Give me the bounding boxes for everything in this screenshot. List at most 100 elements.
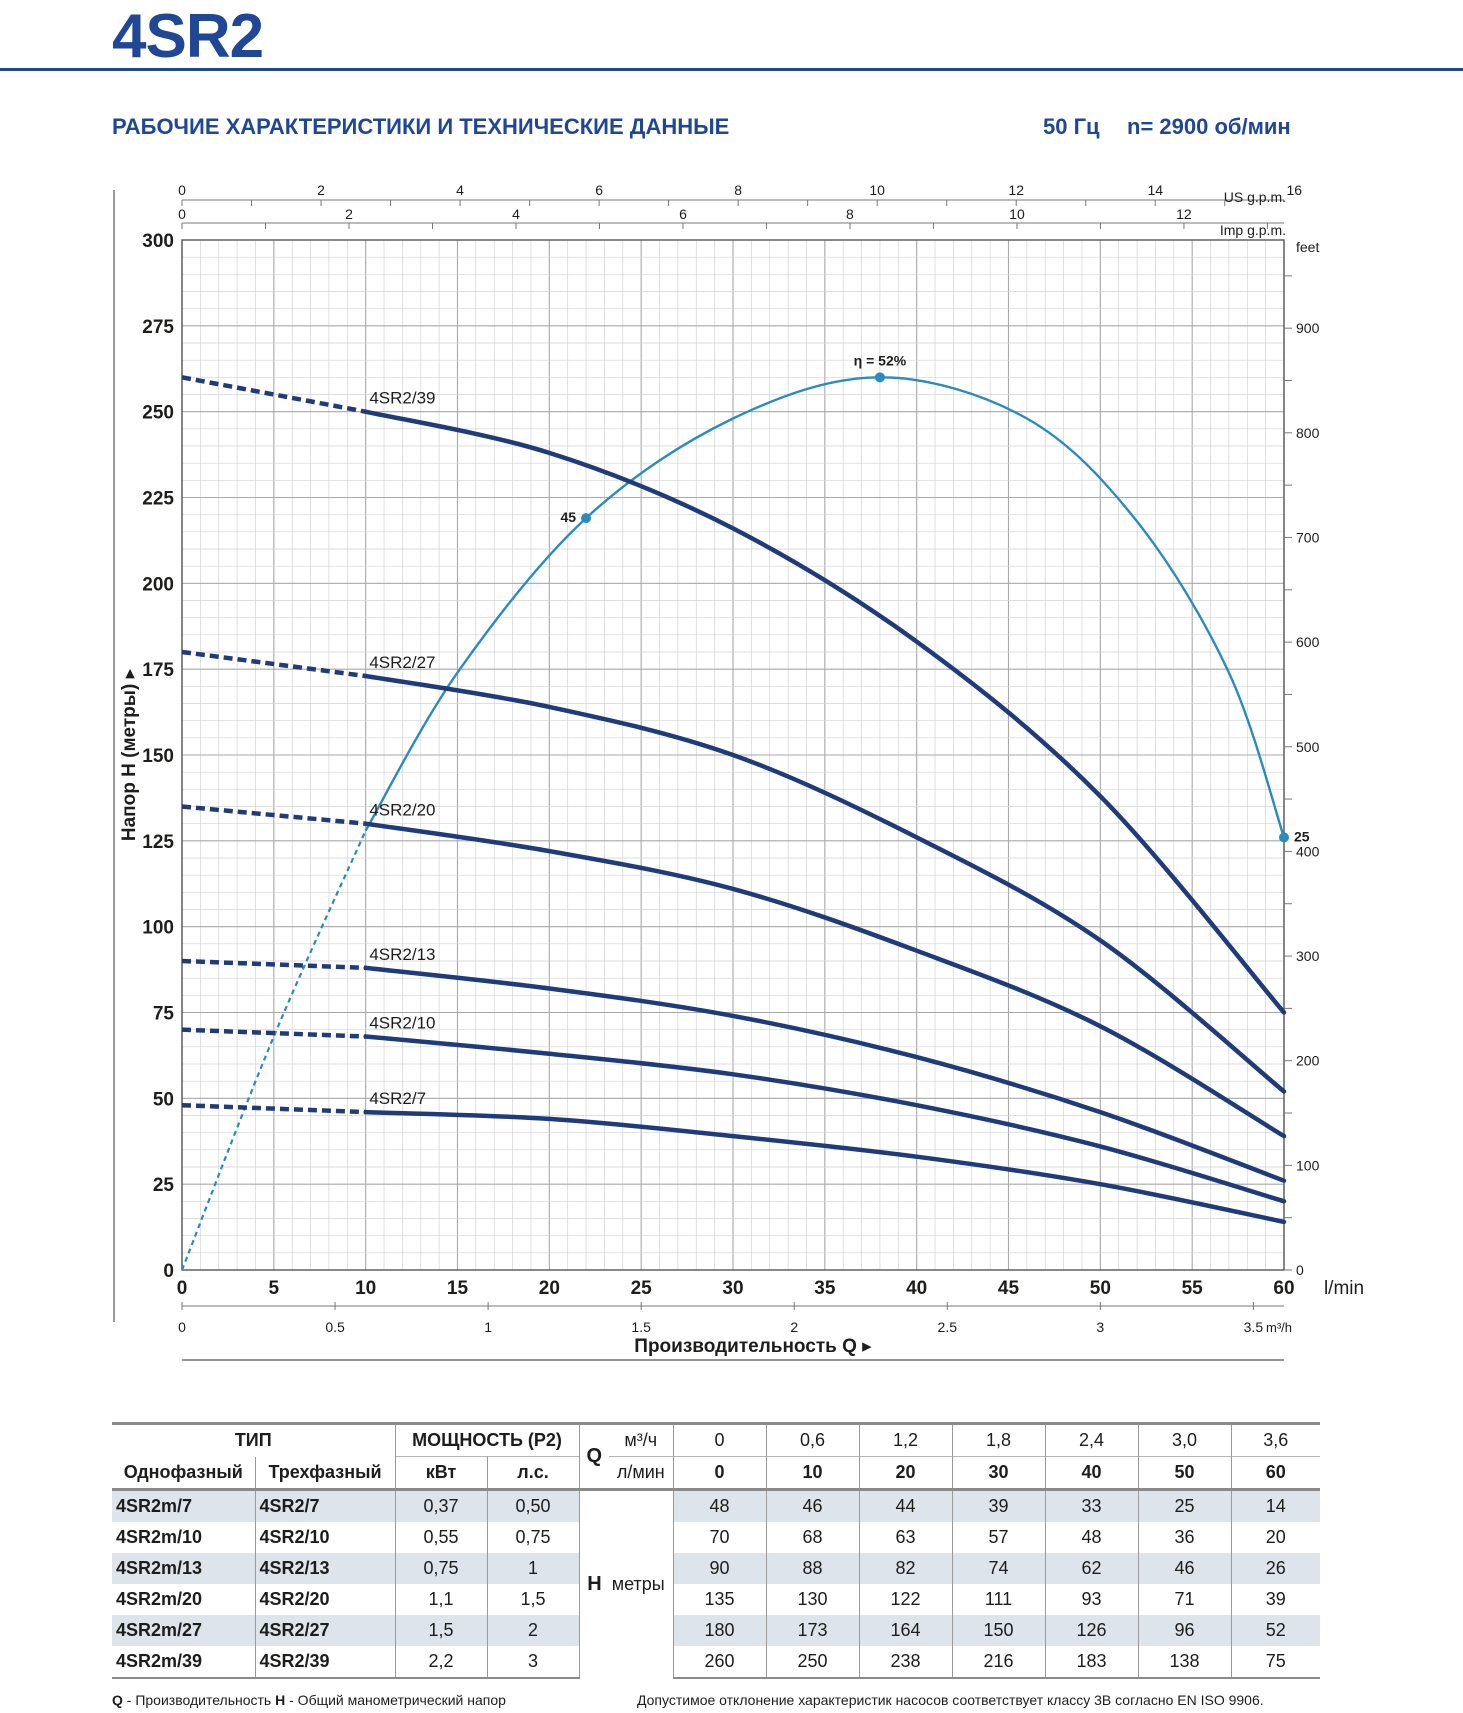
usgpm-tick-label: 12 (1008, 182, 1024, 198)
table-row: 4SR2m/39 4SR2/39 2,2 3 260 250 238 216 183 138 75 (112, 1646, 1321, 1679)
three-phase-model: 4SR2/7 (255, 1488, 396, 1522)
power-kw: 0,75 (395, 1553, 488, 1584)
power-kw: 1,5 (395, 1615, 488, 1646)
head-value: 75 (1231, 1646, 1321, 1679)
three-phase-model: 4SR2/13 (255, 1553, 396, 1584)
col-single: Однофазный (112, 1456, 256, 1490)
head-value: 14 (1231, 1488, 1321, 1522)
model-title: 4SR2 (112, 2, 264, 71)
pump-curve-dashed (181, 1102, 366, 1115)
head-value: 70 (673, 1522, 767, 1553)
m3h-tick-label: 0.5 (325, 1319, 345, 1335)
impgpm-tick-label: 4 (512, 206, 520, 222)
impgpm-tick-label: 8 (846, 206, 854, 222)
x-tick-label: 40 (906, 1278, 927, 1299)
head-value: 88 (766, 1553, 860, 1584)
footer-q: Q (112, 1692, 123, 1708)
head-value: 62 (1045, 1553, 1139, 1584)
m3h-unit-label: m³/h (1266, 1320, 1292, 1335)
head-value: 46 (766, 1488, 860, 1522)
head-value: 57 (952, 1522, 1046, 1553)
three-phase-model: 4SR2/20 (255, 1584, 396, 1615)
q-lmin-1: 10 (766, 1456, 860, 1490)
y-tick-label: 0 (163, 1261, 174, 1282)
m3h-tick-label: 3.5 (1244, 1319, 1264, 1335)
pump-curve (363, 965, 1287, 1183)
m3h-tick-label: 1 (484, 1319, 492, 1335)
y-tick-label: 125 (142, 832, 174, 853)
x-unit-label: l/min (1324, 1278, 1364, 1299)
y-tick-label: 250 (142, 403, 174, 424)
m3h-tick-label: 2 (790, 1319, 798, 1335)
usgpm-tick-label: 8 (734, 182, 742, 198)
unit-m3h: м³/ч (609, 1422, 674, 1457)
x-tick-label: 0 (177, 1278, 188, 1299)
y-tick-label: 100 (142, 918, 174, 939)
footer-q-text: - Производительность (122, 1692, 276, 1708)
y-axis-label: Напор H (метры) ▸ (119, 668, 140, 841)
head-value: 25 (1138, 1488, 1232, 1522)
single-phase-model: 4SR2m/20 (112, 1584, 256, 1615)
pump-curve-dashed (181, 958, 366, 971)
impgpm-unit-label: Imp g.p.m. (1220, 222, 1286, 238)
h-label: H (587, 1573, 602, 1595)
head-value: 164 (859, 1615, 953, 1646)
table-row: 4SR2m/10 4SR2/10 0,55 0,75 70 68 63 57 48 36 20 (112, 1522, 1320, 1553)
efficiency-point (874, 372, 885, 383)
q-lmin-6: 60 (1231, 1456, 1321, 1490)
single-phase-model: 4SR2m/13 (112, 1553, 256, 1584)
head-value: 39 (952, 1488, 1046, 1522)
head-value: 126 (1045, 1615, 1139, 1646)
single-phase-model: 4SR2m/7 (112, 1488, 256, 1522)
plot-frame (181, 239, 1285, 1271)
pump-curve-label: 4SR2/7 (369, 1089, 426, 1108)
q-m3h-0: 0 (673, 1422, 767, 1457)
footer-tolerance: Допустимое отклонение характеристик насо… (637, 1692, 1264, 1708)
speed-label: n= 2900 об/мин (1127, 114, 1291, 139)
q-lmin-3: 30 (952, 1456, 1046, 1490)
three-phase-model: 4SR2/39 (255, 1646, 396, 1679)
head-value: 135 (673, 1584, 767, 1615)
efficiency-point (581, 513, 592, 524)
power-kw: 0,37 (395, 1488, 488, 1522)
power-hp: 2 (487, 1615, 580, 1646)
impgpm-tick-label: 2 (345, 206, 353, 222)
efficiency-label: 45 (560, 509, 576, 525)
power-hp: 0,75 (487, 1522, 580, 1553)
section-title: РАБОЧИЕ ХАРАКТЕРИСТИКИ И ТЕХНИЧЕСКИЕ ДАН… (112, 114, 730, 139)
y-tick-label: 175 (142, 660, 174, 681)
feet-tick-label: 200 (1296, 1053, 1320, 1069)
col-hp: л.с. (487, 1456, 580, 1490)
impgpm-tick-label: 6 (679, 206, 687, 222)
usgpm-tick-label: 0 (178, 182, 186, 198)
pump-curve-label: 4SR2/20 (369, 801, 435, 820)
y-tick-label: 225 (142, 489, 174, 510)
feet-tick-label: 0 (1296, 1262, 1304, 1278)
head-value: 63 (859, 1522, 953, 1553)
x-tick-label: 25 (631, 1278, 653, 1299)
usgpm-tick-label: 6 (595, 182, 603, 198)
head-value: 33 (1045, 1488, 1139, 1522)
head-value: 130 (766, 1584, 860, 1615)
y-tick-label: 300 (142, 231, 174, 252)
footer-h: H (275, 1692, 286, 1708)
x-tick-label: 10 (355, 1278, 376, 1299)
head-value: 93 (1045, 1584, 1139, 1615)
head-value: 96 (1138, 1615, 1232, 1646)
head-value: 150 (952, 1615, 1046, 1646)
head-value: 46 (1138, 1553, 1232, 1584)
feet-tick-label: 600 (1296, 634, 1320, 650)
single-phase-model: 4SR2m/39 (112, 1646, 256, 1679)
feet-tick-label: 900 (1296, 320, 1320, 336)
head-value: 20 (1265, 1527, 1286, 1547)
q-m3h-1: 0,6 (766, 1422, 860, 1457)
x-axis-label: Производительность Q ▸ (634, 1336, 872, 1357)
usgpm-tick-label: 4 (456, 182, 464, 198)
q-lmin-5: 50 (1138, 1456, 1232, 1490)
power-hp: 1 (487, 1553, 580, 1584)
head-value: 48 (673, 1488, 767, 1522)
m3h-tick-label: 1.5 (631, 1319, 651, 1335)
pump-curve-dashed (181, 804, 366, 826)
col-kw: кВт (395, 1456, 488, 1490)
